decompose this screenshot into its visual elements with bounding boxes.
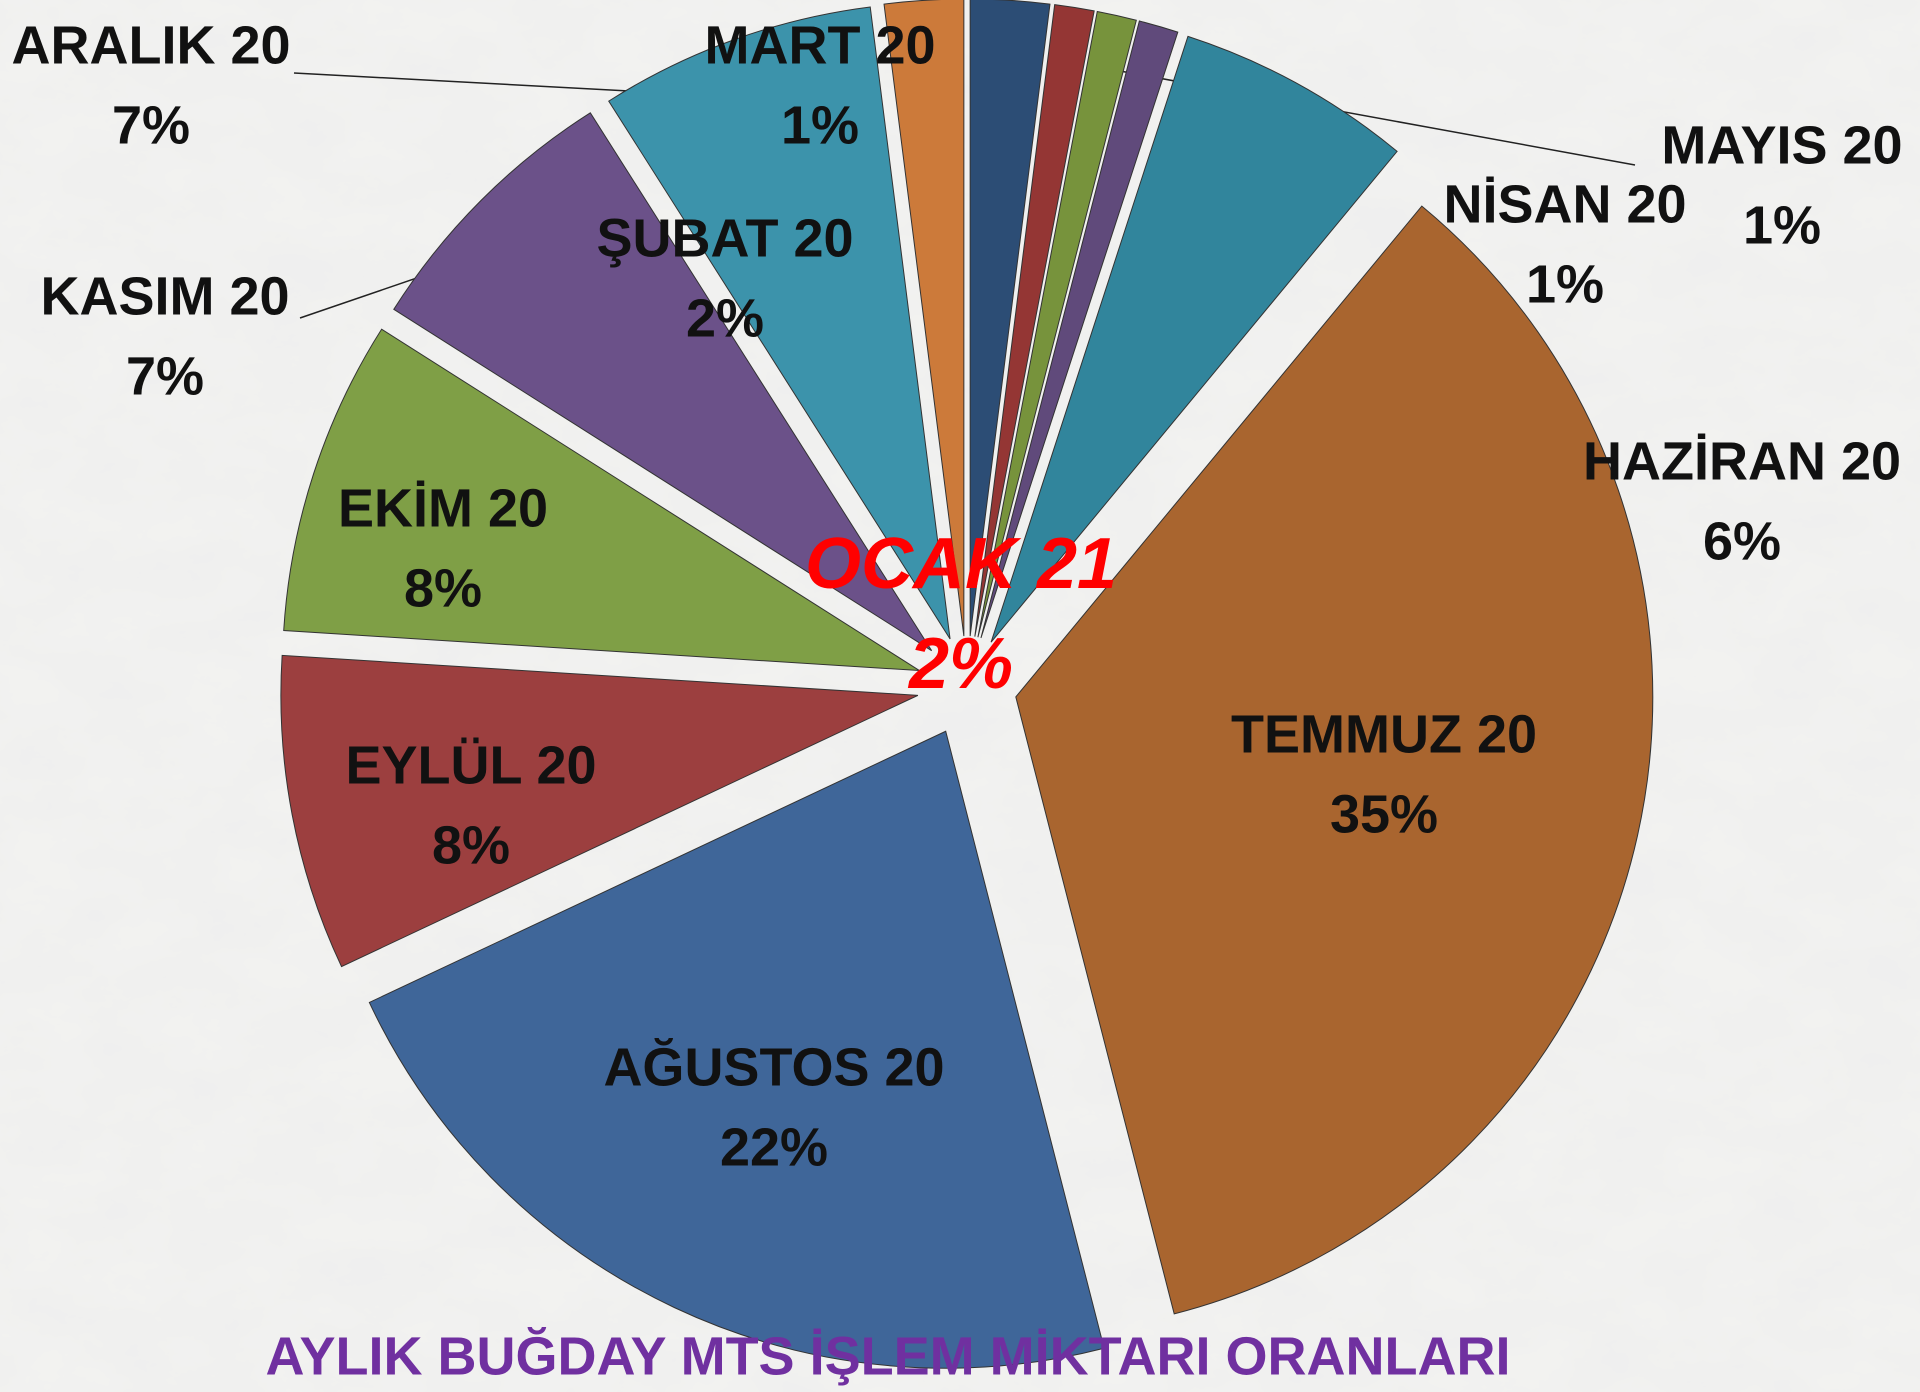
slice-value-label: 1% — [1743, 195, 1821, 255]
slice-label: EKİM 20 — [338, 478, 548, 538]
slice-value-label: 35% — [1330, 784, 1438, 844]
pie-slice — [280, 654, 919, 968]
chart-title: AYLIK BUĞDAY MTS İŞLEM MİKTARI ORANLARI — [265, 1326, 1510, 1386]
slice-value-label: 22% — [720, 1117, 828, 1177]
slice-label: MAYIS 20 — [1661, 115, 1902, 175]
slice-label: OCAK 21 — [805, 524, 1117, 604]
pie-slice — [980, 20, 1179, 639]
slice-value-label: 8% — [404, 558, 482, 618]
pie-slice — [393, 112, 933, 652]
pie-slice — [1015, 205, 1654, 1315]
slice-label: EYLÜL 20 — [345, 735, 596, 795]
slice-value-label: 1% — [781, 95, 859, 155]
slice-value-label: 2% — [907, 624, 1013, 704]
pie-slice — [974, 4, 1095, 637]
pie-slice — [608, 6, 951, 640]
pie-slice — [883, 0, 965, 637]
slice-label: NİSAN 20 — [1443, 174, 1686, 234]
slice-label: MART 20 — [704, 15, 935, 75]
slice-label: KASIM 20 — [40, 266, 289, 326]
slice-label: HAZİRAN 20 — [1583, 431, 1901, 491]
slice-value-label: 6% — [1703, 511, 1781, 571]
pie-slice — [977, 10, 1137, 638]
pie-slice — [990, 35, 1398, 643]
slice-label: ŞUBAT 20 — [596, 208, 853, 268]
slice-label: ARALIK 20 — [11, 15, 290, 75]
pie-slice — [368, 730, 1105, 1369]
slice-value-label: 7% — [126, 346, 204, 406]
slice-label: AĞUSTOS 20 — [603, 1037, 944, 1097]
slice-value-label: 1% — [1526, 254, 1604, 314]
slice-value-label: 7% — [112, 95, 190, 155]
slice-label: TEMMUZ 20 — [1231, 704, 1537, 764]
pie-slice — [283, 328, 920, 672]
slice-value-label: 8% — [432, 815, 510, 875]
slice-value-label: 2% — [686, 288, 764, 348]
pie-slice — [969, 0, 1051, 637]
